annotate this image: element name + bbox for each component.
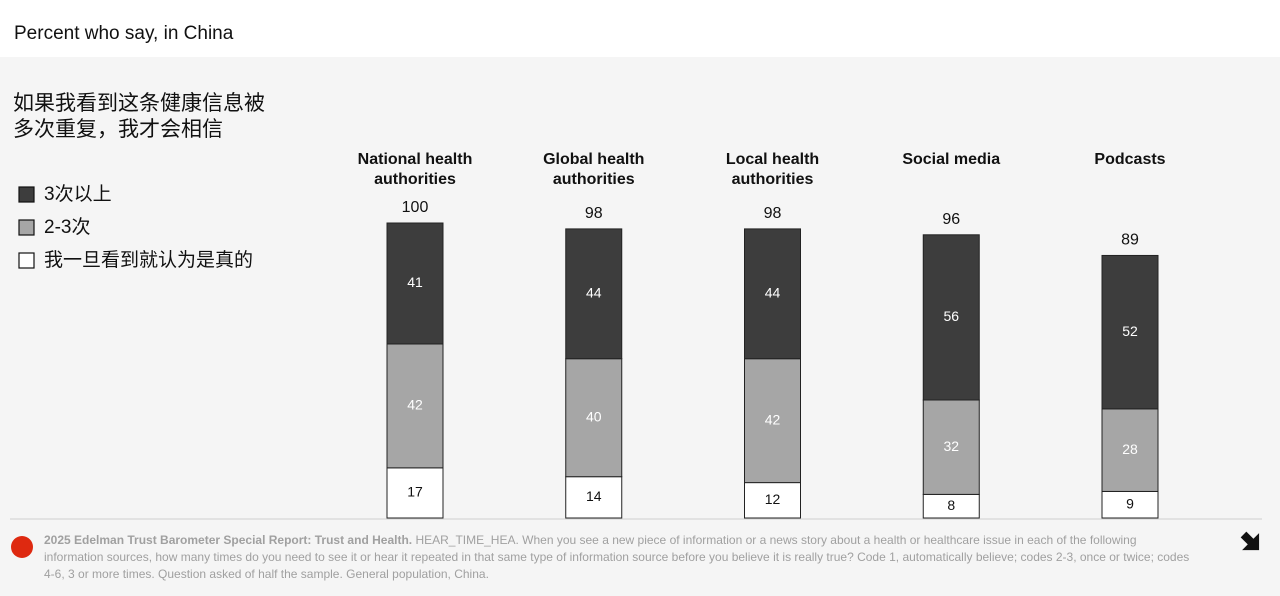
category-label: Local health authorities [725,151,820,188]
bar-segment [565,228,623,360]
data-label: 14 [586,488,602,504]
data-label: 40 [586,408,602,424]
data-label: 44 [765,285,781,301]
legend-swatch [18,186,35,203]
bar-segment [565,476,623,519]
header-title: Percent who say, in China [14,23,234,44]
legend-label: 3次以上 [44,183,112,205]
data-label: 52 [1122,323,1138,339]
bar-segment [744,482,801,519]
bar-segment [1101,254,1159,410]
legend-swatch [18,219,35,236]
data-label: 56 [943,308,959,324]
data-label: 41 [407,274,423,290]
data-label: 9 [1126,495,1134,511]
header-band [0,0,1280,57]
total-label: 89 [1121,232,1139,249]
bar-segment [565,358,623,478]
data-label: 8 [947,497,955,513]
bar-segment [922,399,980,495]
data-label: 17 [407,484,423,500]
total-label: 98 [764,205,782,222]
bar-segment [386,467,444,519]
data-label: 32 [943,438,959,454]
total-label: 100 [402,199,429,216]
footer: 2025 Edelman Trust Barometer Special Rep… [44,532,1194,583]
total-label: 96 [942,211,960,228]
category-label: Global health authorities [543,151,645,188]
flag [11,536,33,558]
bar-segment [744,228,801,360]
footer-source: 2025 Edelman Trust Barometer Special Rep… [44,533,413,547]
legend-label: 2-3次 [44,216,90,238]
footer-note: HEAR_TIME_HEA. When you see a new piece … [44,533,1190,581]
category-label: Social media [902,151,1001,168]
data-label: 44 [586,285,602,301]
data-label: 12 [765,491,781,507]
chart-title: 如果我看到这条健康信息被多次重复，我才会相信 [13,92,265,141]
data-label: 42 [407,397,423,413]
data-label: 28 [1122,441,1138,457]
arrow-icon [1240,531,1260,551]
legend-swatch [18,252,35,269]
data-label: 42 [765,411,781,427]
category-label: National health authorities [357,151,473,188]
total-label: 98 [585,205,603,222]
legend-label: 我一旦看到就认为是真的 [44,249,253,271]
bar-segment [386,343,444,469]
bar-segment [922,234,980,401]
bar-segment [744,358,801,484]
bar-segment [386,222,444,345]
category-label: Podcasts [1094,151,1166,168]
